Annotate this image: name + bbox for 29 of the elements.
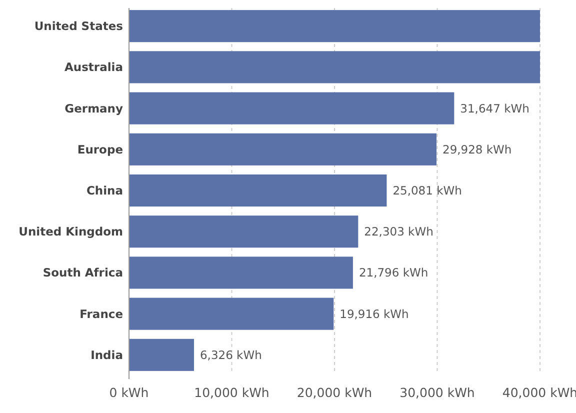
bar: [129, 51, 540, 84]
data-label: 29,928 kWh: [442, 142, 512, 156]
bar: [129, 256, 353, 289]
data-label: 31,647 kWh: [460, 101, 530, 116]
x-tick-label: 0 kWh: [109, 385, 149, 400]
y-tick-label: South Africa: [42, 266, 123, 280]
y-tick-label: China: [86, 184, 123, 198]
data-label: 6,326 kWh: [200, 348, 262, 362]
y-tick-label: Europe: [77, 142, 124, 156]
y-tick-label: United Kingdom: [18, 224, 124, 239]
y-tick-label: Germany: [64, 101, 124, 116]
y-tick-label: Australia: [64, 60, 123, 74]
x-tick-label: 10,000 kWh: [194, 385, 270, 400]
y-tick-label: India: [90, 348, 123, 362]
data-label: 25,081 kWh: [392, 184, 462, 198]
bar: [129, 174, 387, 207]
y-tick-label: United States: [34, 19, 124, 34]
bar: [129, 338, 194, 371]
bar: [129, 133, 437, 166]
x-tick-label: 30,000 kWh: [400, 385, 475, 400]
data-label: 21,796 kWh: [358, 266, 428, 280]
bar: [129, 216, 358, 248]
data-label: 19,916 kWh: [340, 306, 409, 321]
x-tick-label: 20,000 kWh: [296, 385, 372, 400]
bar: [129, 10, 540, 42]
data-label: 22,303 kWh: [364, 224, 434, 239]
y-tick-label: France: [80, 306, 124, 321]
bar: [129, 298, 334, 330]
bar: [129, 92, 454, 124]
